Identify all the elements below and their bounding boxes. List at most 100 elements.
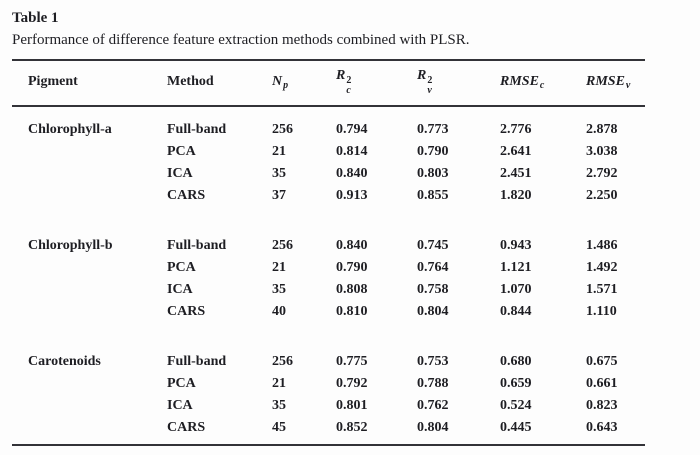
rmsec-cell: 0.680 xyxy=(500,354,532,369)
np-symbol: N xyxy=(272,73,283,89)
rmsev-cell: 1.492 xyxy=(586,260,618,275)
col-header-pigment: Pigment xyxy=(12,59,167,107)
rmsec-cell: 1.121 xyxy=(500,260,532,275)
table-row: CARS 37 0.913 0.855 1.820 2.250 xyxy=(12,185,645,207)
pigment-cell xyxy=(12,301,167,323)
r2v-subscript: v xyxy=(427,85,432,96)
table-body: Chlorophyll-a Full-band 256 0.794 0.773 … xyxy=(12,106,645,445)
rmsev-cell: 0.823 xyxy=(586,398,618,413)
rmsev-subscript: v xyxy=(625,79,631,91)
table-row: PCA 21 0.790 0.764 1.121 1.492 xyxy=(12,257,645,279)
r2v-cell: 0.790 xyxy=(417,144,449,159)
col-header-np: Np xyxy=(272,59,336,107)
r2c-symbol: R xyxy=(336,68,346,83)
rmsec-cell: 0.844 xyxy=(500,304,532,319)
np-cell: 45 xyxy=(272,420,286,435)
table-row: CARS 40 0.810 0.804 0.844 1.110 xyxy=(12,301,645,323)
pigment-cell: Chlorophyll-a xyxy=(28,122,112,137)
col-header-rmsev: RMSEv xyxy=(586,59,645,107)
r2c-cell: 0.840 xyxy=(336,166,368,181)
r2c-cell: 0.801 xyxy=(336,398,368,413)
rmsev-cell: 0.643 xyxy=(586,420,618,435)
np-cell: 256 xyxy=(272,238,293,253)
r2v-cell: 0.773 xyxy=(417,122,449,137)
rmsec-subscript: c xyxy=(539,79,545,91)
rmsev-cell: 1.486 xyxy=(586,238,618,253)
rmsec-cell: 2.776 xyxy=(500,122,532,137)
method-cell: ICA xyxy=(167,282,193,297)
table-row: Chlorophyll-b Full-band 256 0.840 0.745 … xyxy=(12,207,645,257)
method-cell: PCA xyxy=(167,144,196,159)
table-row: PCA 21 0.792 0.788 0.659 0.661 xyxy=(12,373,645,395)
pigment-cell xyxy=(12,417,167,445)
table-row: Chlorophyll-a Full-band 256 0.794 0.773 … xyxy=(12,106,645,141)
table-row: ICA 35 0.801 0.762 0.524 0.823 xyxy=(12,395,645,417)
method-cell: CARS xyxy=(167,420,206,435)
table-row: Carotenoids Full-band 256 0.775 0.753 0.… xyxy=(12,323,645,373)
r2v-cell: 0.804 xyxy=(417,420,449,435)
rmsec-cell: 1.070 xyxy=(500,282,532,297)
np-cell: 21 xyxy=(272,260,286,275)
rmsev-cell: 2.792 xyxy=(586,166,618,181)
pigment-cell: Carotenoids xyxy=(28,354,101,369)
table-row: ICA 35 0.840 0.803 2.451 2.792 xyxy=(12,163,645,185)
pigment-cell xyxy=(12,257,167,279)
rmsev-cell: 0.675 xyxy=(586,354,618,369)
r2v-cell: 0.762 xyxy=(417,398,449,413)
rmsev-cell: 1.571 xyxy=(586,282,618,297)
rmsev-cell: 2.250 xyxy=(586,188,618,203)
np-cell: 35 xyxy=(272,166,286,181)
col-header-method: Method xyxy=(167,59,272,107)
pigment-cell xyxy=(12,141,167,163)
method-cell: PCA xyxy=(167,260,196,275)
r2v-superscript: 2 xyxy=(427,75,433,86)
r2c-cell: 0.814 xyxy=(336,144,368,159)
rmsec-cell: 0.445 xyxy=(500,420,532,435)
pigment-cell xyxy=(12,395,167,417)
method-cell: Full-band xyxy=(167,238,227,253)
r2c-cell: 0.775 xyxy=(336,354,368,369)
rmsec-cell: 2.641 xyxy=(500,144,532,159)
rmsec-cell: 0.943 xyxy=(500,238,532,253)
np-cell: 40 xyxy=(272,304,286,319)
method-cell: Full-band xyxy=(167,122,227,137)
rmsev-cell: 1.110 xyxy=(586,304,617,319)
pigment-cell: Chlorophyll-b xyxy=(28,238,113,253)
r2v-cell: 0.788 xyxy=(417,376,449,391)
pigment-cell xyxy=(12,163,167,185)
np-cell: 35 xyxy=(272,398,286,413)
pigment-cell xyxy=(12,185,167,207)
r2v-cell: 0.745 xyxy=(417,238,449,253)
r2v-cell: 0.758 xyxy=(417,282,449,297)
rmsev-cell: 3.038 xyxy=(586,144,618,159)
r2c-cell: 0.790 xyxy=(336,260,368,275)
np-subscript: p xyxy=(283,79,289,91)
r2c-cell: 0.810 xyxy=(336,304,368,319)
np-cell: 21 xyxy=(272,144,286,159)
pigment-cell xyxy=(12,373,167,395)
table-row: PCA 21 0.814 0.790 2.641 3.038 xyxy=(12,141,645,163)
rmsec-cell: 0.524 xyxy=(500,398,532,413)
r2c-cell: 0.792 xyxy=(336,376,368,391)
method-cell: CARS xyxy=(167,304,206,319)
r2v-cell: 0.764 xyxy=(417,260,449,275)
method-cell: ICA xyxy=(167,166,193,181)
rmsec-cell: 2.451 xyxy=(500,166,532,181)
np-cell: 21 xyxy=(272,376,286,391)
rmsec-cell: 1.820 xyxy=(500,188,532,203)
method-cell: CARS xyxy=(167,188,206,203)
method-cell: ICA xyxy=(167,398,193,413)
r2v-cell: 0.804 xyxy=(417,304,449,319)
rmsev-cell: 0.661 xyxy=(586,376,618,391)
np-cell: 37 xyxy=(272,188,286,203)
method-cell: PCA xyxy=(167,376,196,391)
r2c-cell: 0.852 xyxy=(336,420,368,435)
table-caption-number: Table 1 xyxy=(12,10,59,26)
r2v-cell: 0.753 xyxy=(417,354,449,369)
